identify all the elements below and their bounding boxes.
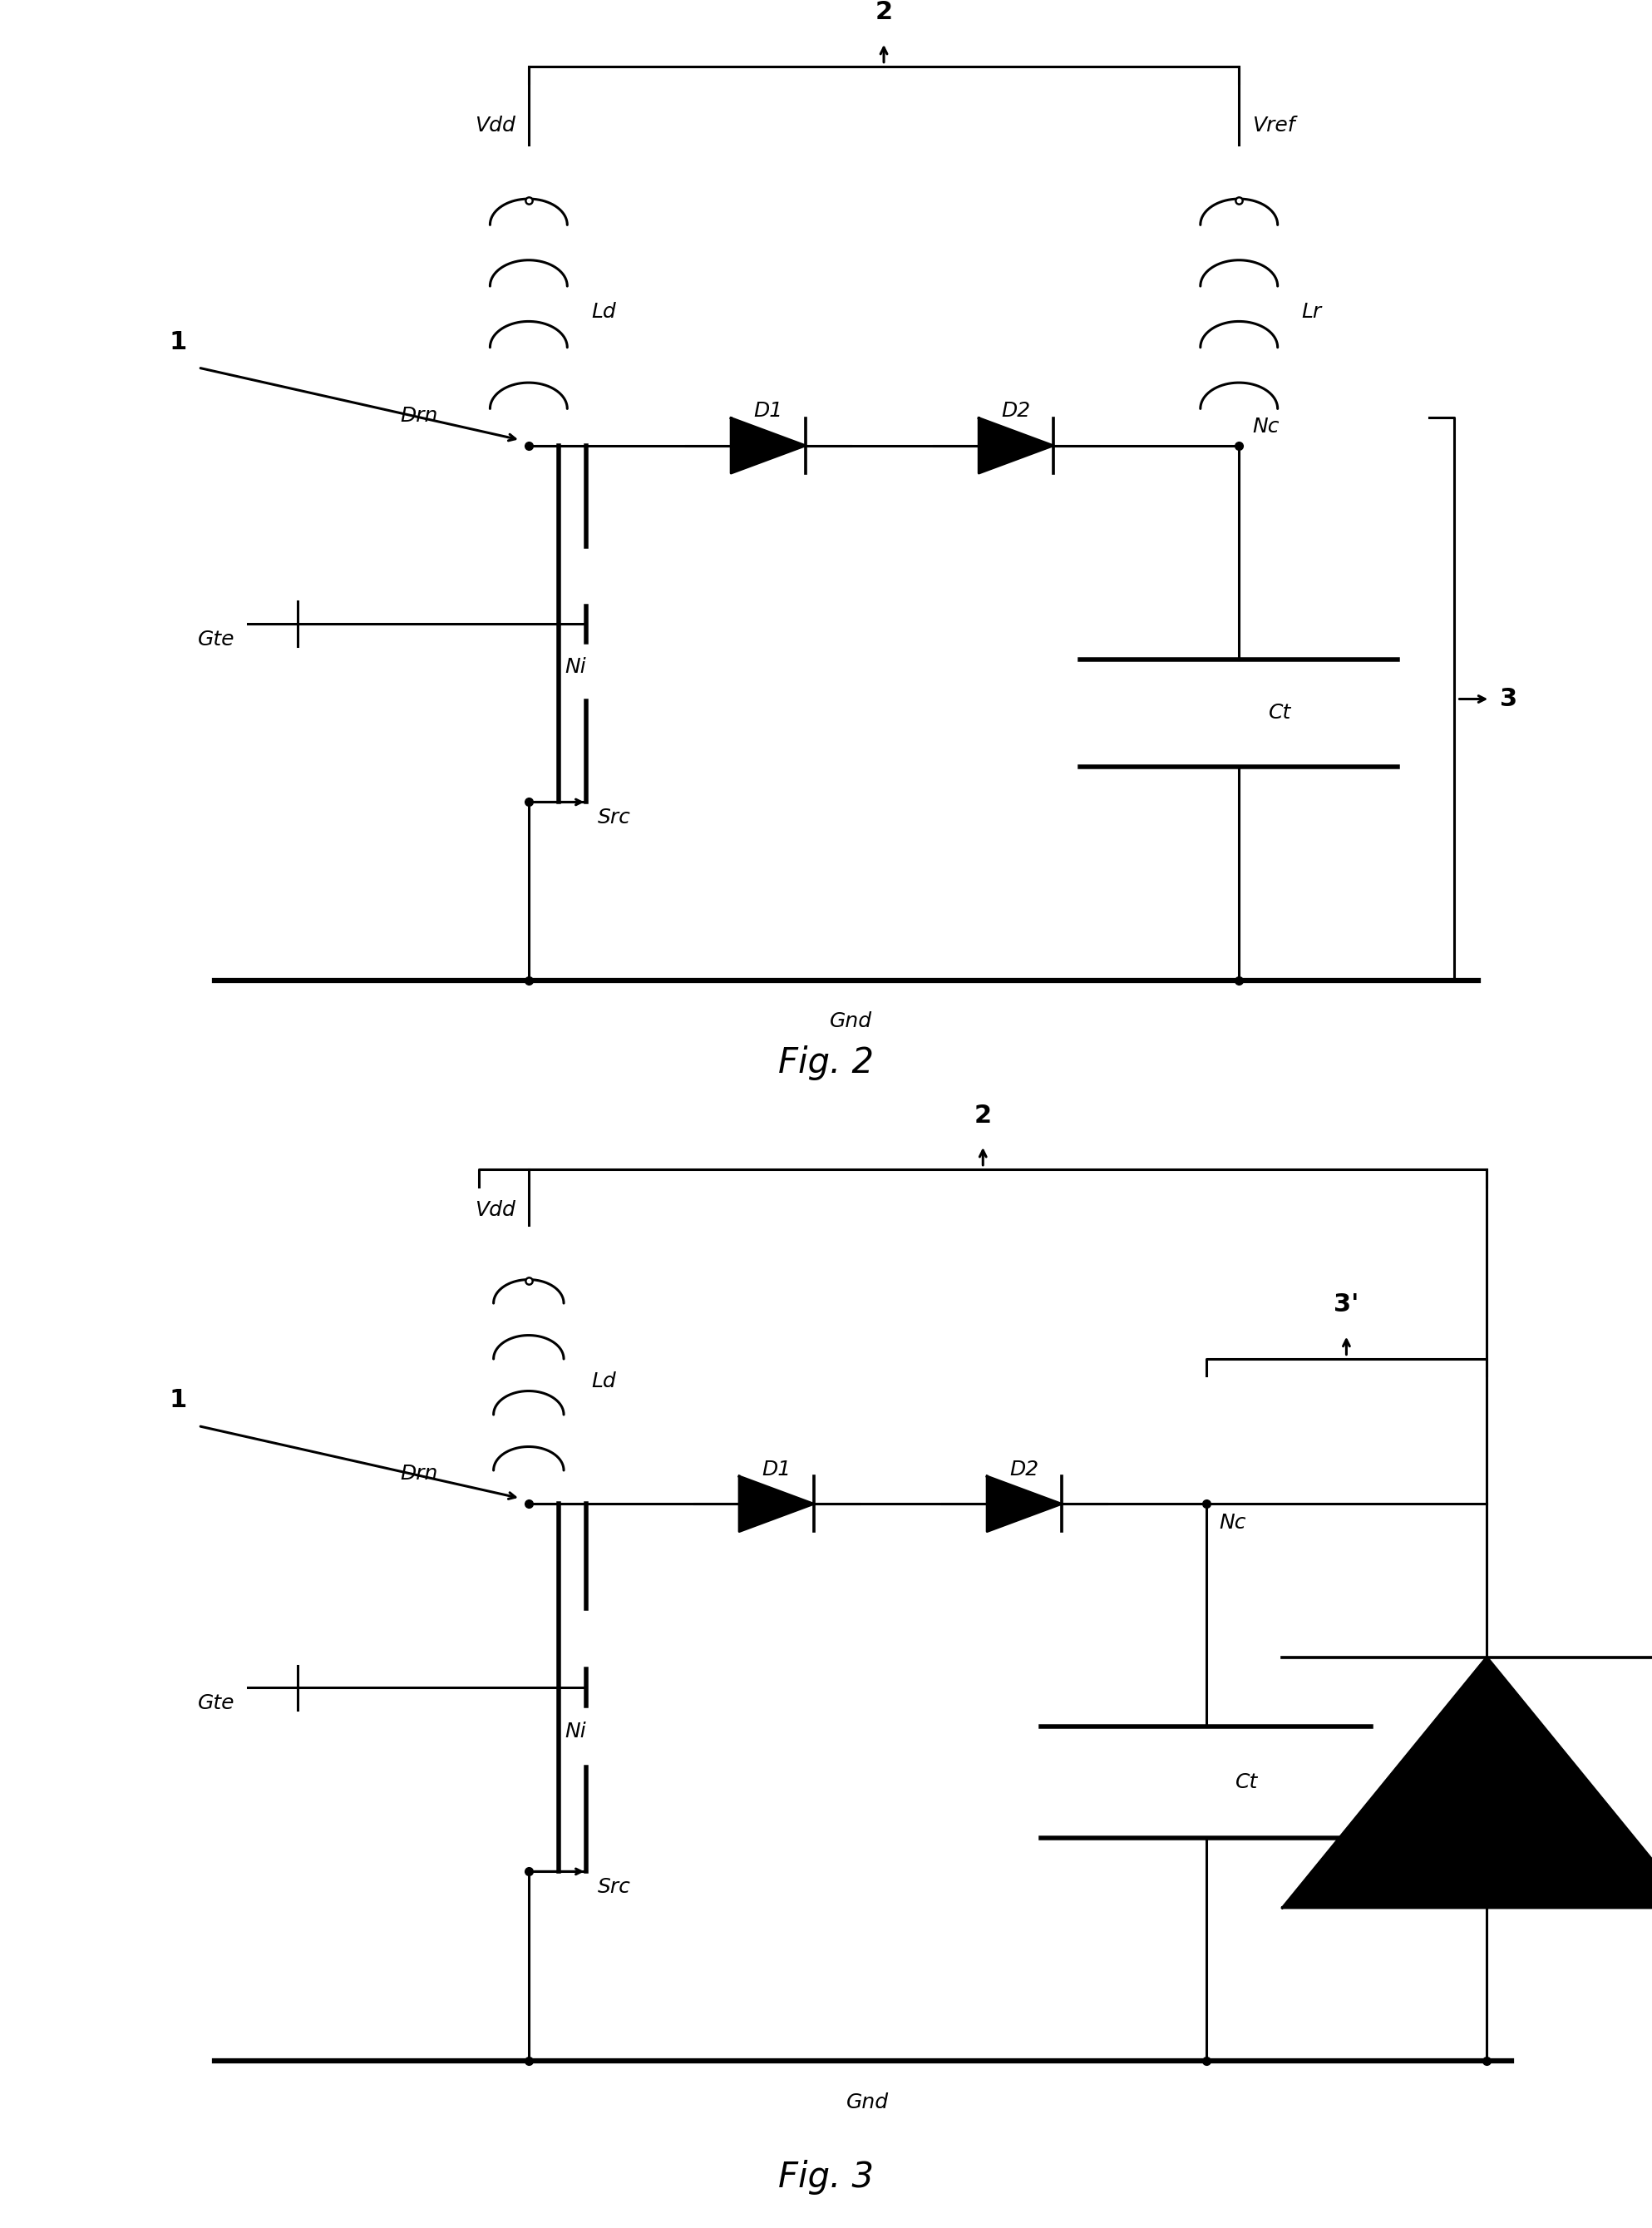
Polygon shape: [732, 419, 806, 472]
Text: Vdd: Vdd: [474, 116, 515, 136]
Text: D2: D2: [1001, 401, 1031, 421]
Text: Gte: Gte: [198, 1693, 235, 1713]
Text: 3: 3: [1500, 686, 1518, 711]
Text: Ct: Ct: [1236, 1773, 1259, 1791]
Text: Vdd: Vdd: [474, 1201, 515, 1219]
Text: Src: Src: [598, 1876, 631, 1896]
Text: Gte: Gte: [198, 628, 235, 648]
Text: D1: D1: [753, 401, 783, 421]
Text: Nc: Nc: [1219, 1513, 1246, 1533]
Text: Drn: Drn: [400, 405, 438, 426]
Text: Ni: Ni: [565, 1720, 586, 1740]
Text: Ni: Ni: [565, 657, 586, 677]
Text: Vref: Vref: [1252, 116, 1295, 136]
Text: Ct: Ct: [1269, 704, 1292, 722]
Text: D1: D1: [762, 1459, 791, 1479]
Polygon shape: [988, 1477, 1061, 1531]
Text: 2: 2: [876, 0, 892, 25]
Text: Lr: Lr: [1302, 303, 1322, 321]
Text: Gnd: Gnd: [846, 2092, 889, 2112]
Text: 2: 2: [975, 1103, 991, 1127]
Text: Ld: Ld: [591, 303, 616, 321]
Polygon shape: [740, 1477, 814, 1531]
Text: Fig. 3: Fig. 3: [778, 2159, 874, 2195]
Text: D2: D2: [1009, 1459, 1039, 1479]
Text: Ld: Ld: [591, 1372, 616, 1390]
Polygon shape: [1282, 1658, 1652, 1907]
Text: Gnd: Gnd: [829, 1012, 872, 1032]
Text: Nc: Nc: [1252, 417, 1279, 437]
Text: 1: 1: [170, 330, 187, 354]
Polygon shape: [980, 419, 1054, 472]
Text: Drn: Drn: [400, 1464, 438, 1484]
Text: 1: 1: [170, 1388, 187, 1413]
Text: Dcl: Dcl: [1517, 1773, 1550, 1791]
Text: Src: Src: [598, 807, 631, 827]
Text: 3': 3': [1333, 1292, 1360, 1317]
Text: Fig. 2: Fig. 2: [778, 1045, 874, 1081]
